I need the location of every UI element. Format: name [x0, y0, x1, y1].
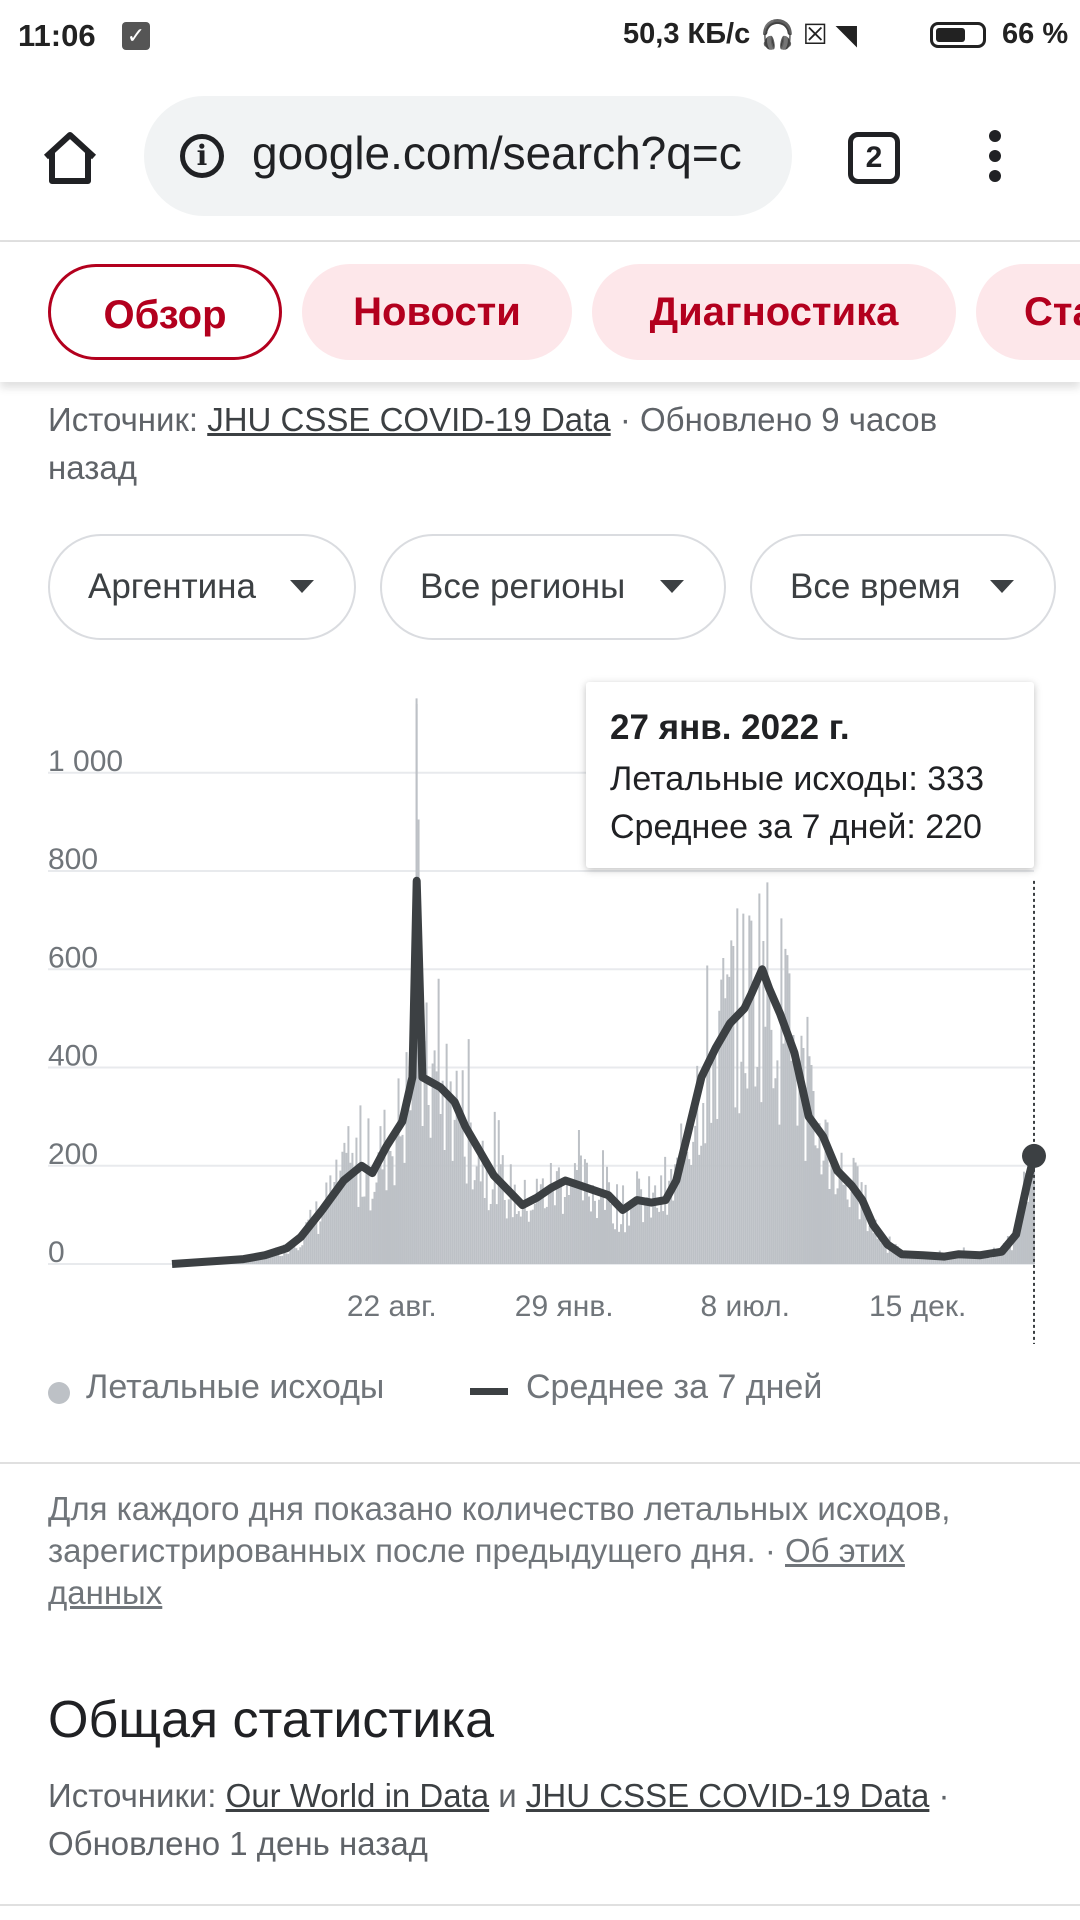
legend-average-swatch — [470, 1388, 508, 1395]
info-icon[interactable]: i — [180, 134, 224, 178]
chip-statistics[interactable]: Ста — [976, 264, 1080, 360]
chart-tooltip: 27 янв. 2022 г. Летальные исходы: 333 Ср… — [586, 682, 1034, 868]
highlight-point — [1022, 1143, 1046, 1168]
tooltip-average: Среднее за 7 дней: 220 — [610, 808, 982, 846]
y-tick-label: 800 — [48, 843, 98, 876]
tooltip-date: 27 янв. 2022 г. — [610, 708, 850, 747]
tooltip-deaths: Летальные исходы: 333 — [610, 760, 984, 798]
data-note: Для каждого дня показано количество лета… — [48, 1488, 988, 1614]
chip-news[interactable]: Новости — [302, 264, 572, 360]
deaths-chart[interactable]: 1 000 800 600 400 200 0 22 авг. 29 янв. 8 июл. 15… — [0, 660, 1080, 1360]
owid-link[interactable]: Our World in Data — [225, 1777, 490, 1814]
address-bar[interactable]: i google.com/search?q=c — [144, 96, 792, 216]
source-link[interactable]: JHU CSSE COVID-19 Data — [207, 401, 611, 438]
source-line: Источник: JHU CSSE COVID-19 Data · Обнов… — [48, 396, 1028, 492]
legend-deaths-swatch — [48, 1382, 70, 1404]
note-text: Для каждого дня показано количество лета… — [48, 1490, 951, 1569]
about-data-link[interactable]: Об этих данных — [48, 1532, 905, 1611]
y-tick-label: 600 — [48, 941, 98, 974]
period-value: Все время — [790, 567, 961, 606]
region-dropdown[interactable]: Все регионы — [380, 534, 726, 640]
battery-icon — [930, 22, 986, 48]
legend-deaths-label: Летальные исходы — [86, 1368, 385, 1406]
battery-level — [936, 28, 965, 42]
search-chips: Обзор Новости Диагностика Ста — [0, 242, 1080, 382]
url-text[interactable]: google.com/search?q=c — [252, 127, 742, 179]
jhu-link[interactable]: JHU CSSE COVID-19 Data — [525, 1777, 930, 1814]
note-separator: · — [755, 1532, 786, 1569]
x-tick-label: 29 янв. — [515, 1290, 614, 1323]
headphones-sim-wifi-icons: 🎧 ☒ ◥ — [760, 19, 858, 50]
x-tick-label: 8 июл. — [700, 1290, 789, 1323]
y-tick-label: 1 000 — [48, 745, 123, 778]
status-bar: 11:06 ✓ 50,3 КБ/с 🎧 ☒ ◥ 66 % — [0, 0, 1080, 72]
stats-heading: Общая статистика — [48, 1691, 495, 1749]
chip-overview[interactable]: Обзор — [48, 264, 282, 360]
y-tick-label: 0 — [48, 1236, 65, 1269]
battery-percent: 66 % — [1002, 18, 1069, 50]
tab-switcher-button[interactable]: 2 — [848, 132, 900, 184]
y-tick-label: 200 — [48, 1138, 98, 1171]
legend-average-label: Среднее за 7 дней — [526, 1368, 823, 1406]
region-value: Все регионы — [420, 567, 626, 606]
stats-updated: · Обновлено 1 день назад — [48, 1777, 950, 1862]
stats-and: и — [489, 1777, 526, 1814]
clock: 11:06 — [18, 18, 96, 53]
x-tick-label: 22 авг. — [347, 1290, 437, 1323]
source-prefix: Источник: — [48, 401, 208, 438]
more-menu-icon[interactable] — [980, 130, 1010, 190]
source-updated: · Обновлено 9 часов назад — [48, 401, 938, 486]
home-icon[interactable] — [40, 127, 100, 187]
divider — [0, 1462, 1080, 1464]
chip-diagnostics[interactable]: Диагностика — [592, 264, 956, 360]
average-line — [171, 876, 1038, 1268]
stats-sources: Источники: Our World in Data и JHU CSSE … — [48, 1772, 1038, 1868]
y-tick-label: 400 — [48, 1040, 98, 1073]
x-tick-label: 15 дек. — [869, 1290, 966, 1323]
period-dropdown[interactable]: Все время — [750, 534, 1056, 640]
country-value: Аргентина — [88, 567, 256, 606]
network-speed: 50,3 КБ/с — [623, 18, 751, 50]
divider — [0, 1904, 1080, 1906]
stats-prefix: Источники: — [48, 1777, 226, 1814]
caret-down-icon — [290, 580, 314, 593]
checkbox-notification-icon: ✓ — [122, 22, 150, 50]
country-dropdown[interactable]: Аргентина — [48, 534, 356, 640]
caret-down-icon — [660, 580, 684, 593]
caret-down-icon — [990, 580, 1014, 593]
browser-toolbar: i google.com/search?q=c 2 — [0, 72, 1080, 242]
